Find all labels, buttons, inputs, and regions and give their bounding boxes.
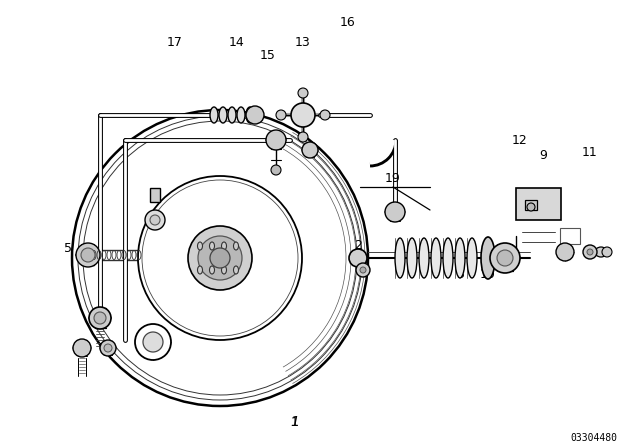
Ellipse shape xyxy=(228,107,236,123)
Text: 5: 5 xyxy=(64,241,72,254)
Ellipse shape xyxy=(481,237,495,279)
Circle shape xyxy=(150,215,160,225)
Circle shape xyxy=(602,247,612,257)
Text: 3: 3 xyxy=(456,268,464,281)
Text: 13: 13 xyxy=(295,35,311,48)
Circle shape xyxy=(138,176,302,340)
Circle shape xyxy=(198,236,242,280)
Circle shape xyxy=(143,332,163,352)
Text: 14: 14 xyxy=(229,35,245,48)
Text: 17: 17 xyxy=(167,35,183,48)
Circle shape xyxy=(94,312,106,324)
Circle shape xyxy=(349,249,367,267)
Ellipse shape xyxy=(246,107,254,123)
Ellipse shape xyxy=(395,238,405,278)
Circle shape xyxy=(298,132,308,142)
Circle shape xyxy=(266,130,286,150)
Text: 16: 16 xyxy=(340,16,356,29)
Text: 03304480: 03304480 xyxy=(570,433,617,443)
Bar xyxy=(516,188,561,220)
Text: 2: 2 xyxy=(354,238,362,251)
Circle shape xyxy=(497,250,513,266)
Ellipse shape xyxy=(467,238,477,278)
Ellipse shape xyxy=(455,238,465,278)
Ellipse shape xyxy=(407,238,417,278)
Circle shape xyxy=(246,106,264,124)
Bar xyxy=(150,188,160,202)
Text: 4: 4 xyxy=(186,191,194,204)
Ellipse shape xyxy=(237,107,245,123)
Text: 7: 7 xyxy=(99,341,107,354)
Text: 20: 20 xyxy=(302,143,318,156)
Circle shape xyxy=(89,307,111,329)
Circle shape xyxy=(81,248,95,262)
Circle shape xyxy=(360,267,366,273)
Circle shape xyxy=(73,339,91,357)
Ellipse shape xyxy=(234,242,239,250)
Circle shape xyxy=(320,110,330,120)
Circle shape xyxy=(587,249,593,255)
Text: 12: 12 xyxy=(512,134,528,146)
Circle shape xyxy=(271,165,281,175)
Text: 19: 19 xyxy=(385,172,401,185)
Text: 15: 15 xyxy=(260,48,276,61)
Bar xyxy=(560,228,580,244)
Text: 1: 1 xyxy=(291,415,300,429)
Circle shape xyxy=(298,88,308,98)
Text: 6: 6 xyxy=(361,258,369,271)
Ellipse shape xyxy=(198,242,202,250)
Ellipse shape xyxy=(443,238,453,278)
Bar xyxy=(525,200,537,210)
Circle shape xyxy=(72,110,368,406)
Circle shape xyxy=(356,263,370,277)
Ellipse shape xyxy=(209,266,214,274)
Text: 10: 10 xyxy=(480,268,496,281)
Ellipse shape xyxy=(234,266,239,274)
Circle shape xyxy=(188,226,252,290)
Circle shape xyxy=(135,324,171,360)
Circle shape xyxy=(490,243,520,273)
Text: 9: 9 xyxy=(539,148,547,161)
Text: 1: 1 xyxy=(291,415,299,428)
Ellipse shape xyxy=(221,242,227,250)
Circle shape xyxy=(527,203,535,211)
Text: 11: 11 xyxy=(582,146,598,159)
Ellipse shape xyxy=(210,107,218,123)
Circle shape xyxy=(145,210,165,230)
Ellipse shape xyxy=(209,242,214,250)
Circle shape xyxy=(302,142,318,158)
Circle shape xyxy=(104,344,112,352)
Circle shape xyxy=(100,340,116,356)
Ellipse shape xyxy=(595,247,607,257)
Circle shape xyxy=(210,248,230,268)
Ellipse shape xyxy=(198,266,202,274)
Text: 8: 8 xyxy=(76,341,84,354)
Ellipse shape xyxy=(221,266,227,274)
Circle shape xyxy=(385,202,405,222)
Circle shape xyxy=(76,243,100,267)
Text: 18: 18 xyxy=(145,349,161,362)
Ellipse shape xyxy=(219,107,227,123)
Circle shape xyxy=(291,103,315,127)
Ellipse shape xyxy=(431,238,441,278)
Circle shape xyxy=(583,245,597,259)
Ellipse shape xyxy=(419,238,429,278)
Circle shape xyxy=(276,110,286,120)
Circle shape xyxy=(556,243,574,261)
